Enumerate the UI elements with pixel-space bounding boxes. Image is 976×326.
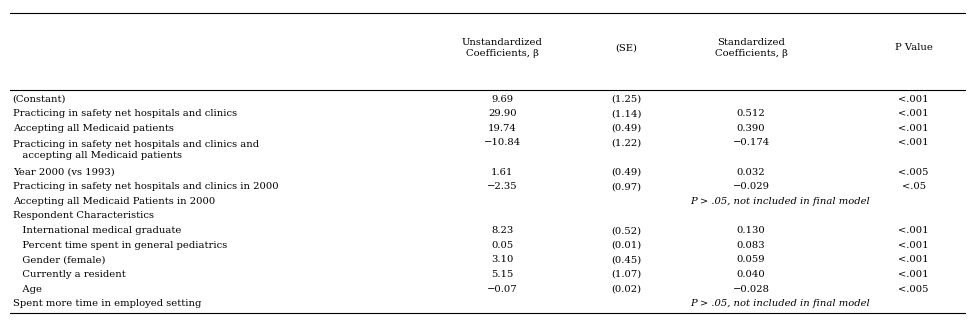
Text: (0.52): (0.52) bbox=[612, 226, 642, 235]
Text: 19.74: 19.74 bbox=[488, 124, 516, 133]
Text: 8.23: 8.23 bbox=[491, 226, 513, 235]
Text: Accepting all Medicaid patients: Accepting all Medicaid patients bbox=[13, 124, 174, 133]
Text: 0.059: 0.059 bbox=[737, 255, 765, 264]
Text: P Value: P Value bbox=[895, 43, 933, 52]
Text: −0.029: −0.029 bbox=[733, 182, 769, 191]
Text: −2.35: −2.35 bbox=[487, 182, 517, 191]
Text: 1.61: 1.61 bbox=[491, 168, 513, 177]
Text: <.001: <.001 bbox=[898, 226, 929, 235]
Text: 3.10: 3.10 bbox=[491, 255, 513, 264]
Text: Practicing in safety net hospitals and clinics in 2000: Practicing in safety net hospitals and c… bbox=[13, 182, 278, 191]
Text: 0.390: 0.390 bbox=[737, 124, 765, 133]
Text: 0.130: 0.130 bbox=[737, 226, 765, 235]
Text: 0.032: 0.032 bbox=[737, 168, 765, 177]
Text: (0.01): (0.01) bbox=[612, 241, 642, 250]
Text: <.005: <.005 bbox=[898, 285, 929, 293]
Text: <.001: <.001 bbox=[898, 95, 929, 104]
Text: 29.90: 29.90 bbox=[488, 109, 516, 118]
Text: 0.512: 0.512 bbox=[737, 109, 765, 118]
Text: <.001: <.001 bbox=[898, 255, 929, 264]
Text: <.001: <.001 bbox=[898, 138, 929, 147]
Text: Age: Age bbox=[13, 285, 42, 293]
Text: −0.028: −0.028 bbox=[733, 285, 769, 293]
Text: Unstandardized
Coefficients, β: Unstandardized Coefficients, β bbox=[462, 37, 543, 58]
Text: 9.69: 9.69 bbox=[491, 95, 513, 104]
Text: Standardized
Coefficients, β: Standardized Coefficients, β bbox=[714, 37, 788, 58]
Text: 0.040: 0.040 bbox=[737, 270, 765, 279]
Text: P > .05, not included in final model: P > .05, not included in final model bbox=[690, 197, 870, 206]
Text: <.001: <.001 bbox=[898, 109, 929, 118]
Text: (0.02): (0.02) bbox=[612, 285, 642, 293]
Text: −10.84: −10.84 bbox=[484, 138, 521, 147]
Text: (1.25): (1.25) bbox=[612, 95, 642, 104]
Text: −0.07: −0.07 bbox=[487, 285, 517, 293]
Text: (0.97): (0.97) bbox=[612, 182, 642, 191]
Text: International medical graduate: International medical graduate bbox=[13, 226, 181, 235]
Text: Gender (female): Gender (female) bbox=[13, 255, 105, 264]
Text: <.05: <.05 bbox=[902, 182, 925, 191]
Text: (1.07): (1.07) bbox=[612, 270, 642, 279]
Text: (0.45): (0.45) bbox=[612, 255, 642, 264]
Text: Practicing in safety net hospitals and clinics and
   accepting all Medicaid pat: Practicing in safety net hospitals and c… bbox=[13, 140, 259, 160]
Text: (1.22): (1.22) bbox=[612, 138, 642, 147]
Text: <.001: <.001 bbox=[898, 270, 929, 279]
Text: Accepting all Medicaid Patients in 2000: Accepting all Medicaid Patients in 2000 bbox=[13, 197, 215, 206]
Text: P > .05, not included in final model: P > .05, not included in final model bbox=[690, 299, 870, 308]
Text: 5.15: 5.15 bbox=[491, 270, 513, 279]
Text: (1.14): (1.14) bbox=[611, 109, 642, 118]
Text: 0.05: 0.05 bbox=[491, 241, 513, 250]
Text: <.005: <.005 bbox=[898, 168, 929, 177]
Text: <.001: <.001 bbox=[898, 124, 929, 133]
Text: −0.174: −0.174 bbox=[732, 138, 770, 147]
Text: <.001: <.001 bbox=[898, 241, 929, 250]
Text: (0.49): (0.49) bbox=[612, 168, 642, 177]
Text: 0.083: 0.083 bbox=[737, 241, 765, 250]
Text: Percent time spent in general pediatrics: Percent time spent in general pediatrics bbox=[13, 241, 226, 250]
Text: (SE): (SE) bbox=[616, 43, 637, 52]
Text: Practicing in safety net hospitals and clinics: Practicing in safety net hospitals and c… bbox=[13, 109, 237, 118]
Text: (Constant): (Constant) bbox=[13, 95, 66, 104]
Text: Currently a resident: Currently a resident bbox=[13, 270, 125, 279]
Text: Year 2000 (vs 1993): Year 2000 (vs 1993) bbox=[13, 168, 114, 177]
Text: (0.49): (0.49) bbox=[612, 124, 642, 133]
Text: Respondent Characteristics: Respondent Characteristics bbox=[13, 212, 153, 220]
Text: Spent more time in employed setting: Spent more time in employed setting bbox=[13, 299, 201, 308]
